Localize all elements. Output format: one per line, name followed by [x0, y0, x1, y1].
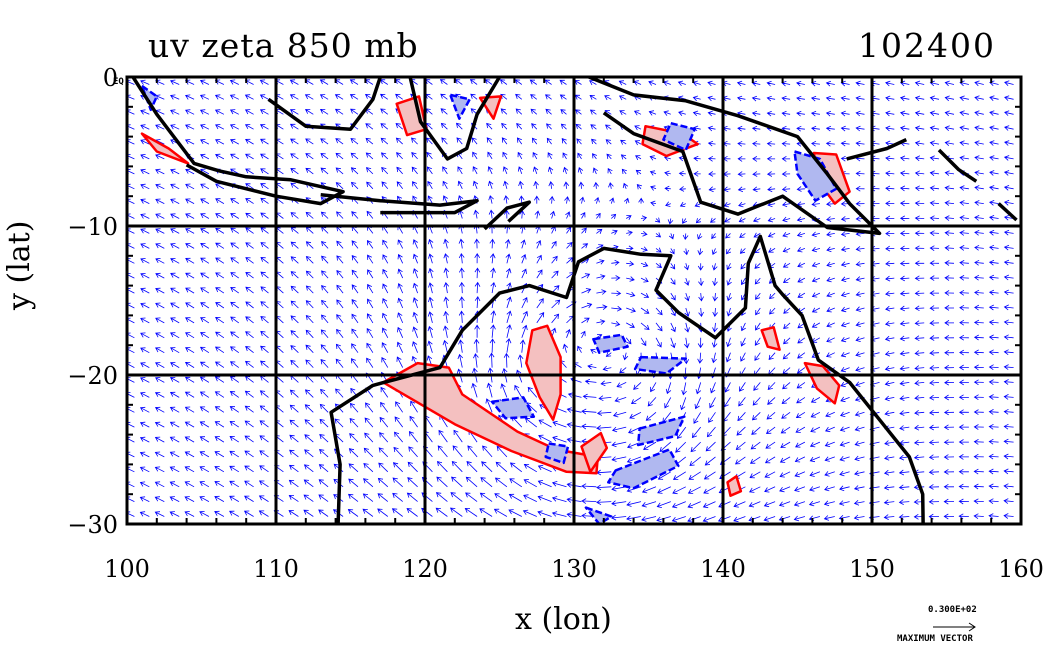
coastline-segment [997, 202, 1018, 222]
plot-time-label: 102400 [858, 26, 996, 65]
x-tick-label: 150 [849, 555, 895, 583]
positive-vorticity-region [525, 324, 562, 421]
negative-vorticity-region [636, 415, 686, 447]
positive-vorticity-region [803, 361, 841, 405]
negative-vorticity-region [633, 355, 688, 375]
x-tick-label: 130 [551, 555, 597, 583]
coastline-segment [329, 234, 925, 524]
plot-frame [125, 75, 1023, 526]
positive-vorticity-region [760, 326, 781, 351]
coastline-segment [937, 148, 978, 183]
x-axis-label: x (lon) [515, 602, 612, 637]
negative-vorticity-contours [140, 84, 838, 524]
positive-vorticity-region [140, 132, 190, 165]
x-tick-label: 110 [253, 555, 299, 583]
vector-legend-arrow [933, 622, 976, 632]
coastline [131, 77, 1018, 524]
y-tick-label: 0 [103, 64, 118, 92]
x-axis-tick-labels: 100 110 120 130 140 150 160 [104, 555, 1044, 583]
vector-legend-value: 0.300E+02 [928, 605, 977, 615]
positive-vorticity-region [580, 431, 609, 474]
coastline-segment [846, 138, 908, 161]
vector-legend-label: MAXIMUM VECTOR [897, 634, 973, 644]
coastline-segment [588, 77, 882, 236]
y-tick-label: −10 [67, 213, 118, 241]
negative-vorticity-region [662, 121, 696, 152]
x-tick-label: 140 [700, 555, 746, 583]
x-tick-label: 120 [402, 555, 448, 583]
negative-vorticity-region [449, 93, 471, 120]
equator-label: EQ [113, 77, 124, 87]
coastline-segment [131, 77, 345, 206]
y-axis-tick-labels: 0 −10 −20 −30 [67, 64, 118, 539]
x-tick-label: 100 [104, 555, 150, 583]
grid-lines [127, 77, 1021, 524]
positive-vorticity-region [382, 361, 600, 475]
negative-vorticity-region [490, 396, 536, 420]
negative-vorticity-region [607, 448, 680, 490]
frame-minor-ticks [127, 77, 1021, 524]
y-axis-label: y (lat) [2, 220, 37, 310]
coastline-segment [320, 192, 479, 215]
y-tick-label: −30 [67, 511, 118, 539]
coastline-segment [483, 200, 532, 231]
coastline-segment [408, 77, 502, 161]
positive-vorticity-region [726, 475, 743, 497]
plot-title: uv zeta 850 mb [148, 26, 419, 65]
negative-vorticity-region [592, 333, 629, 354]
coastline-segment [267, 77, 382, 131]
negative-vorticity-region [544, 442, 570, 465]
y-tick-label: −20 [67, 362, 118, 390]
negative-vorticity-region [584, 506, 613, 524]
x-tick-label: 160 [998, 555, 1044, 583]
